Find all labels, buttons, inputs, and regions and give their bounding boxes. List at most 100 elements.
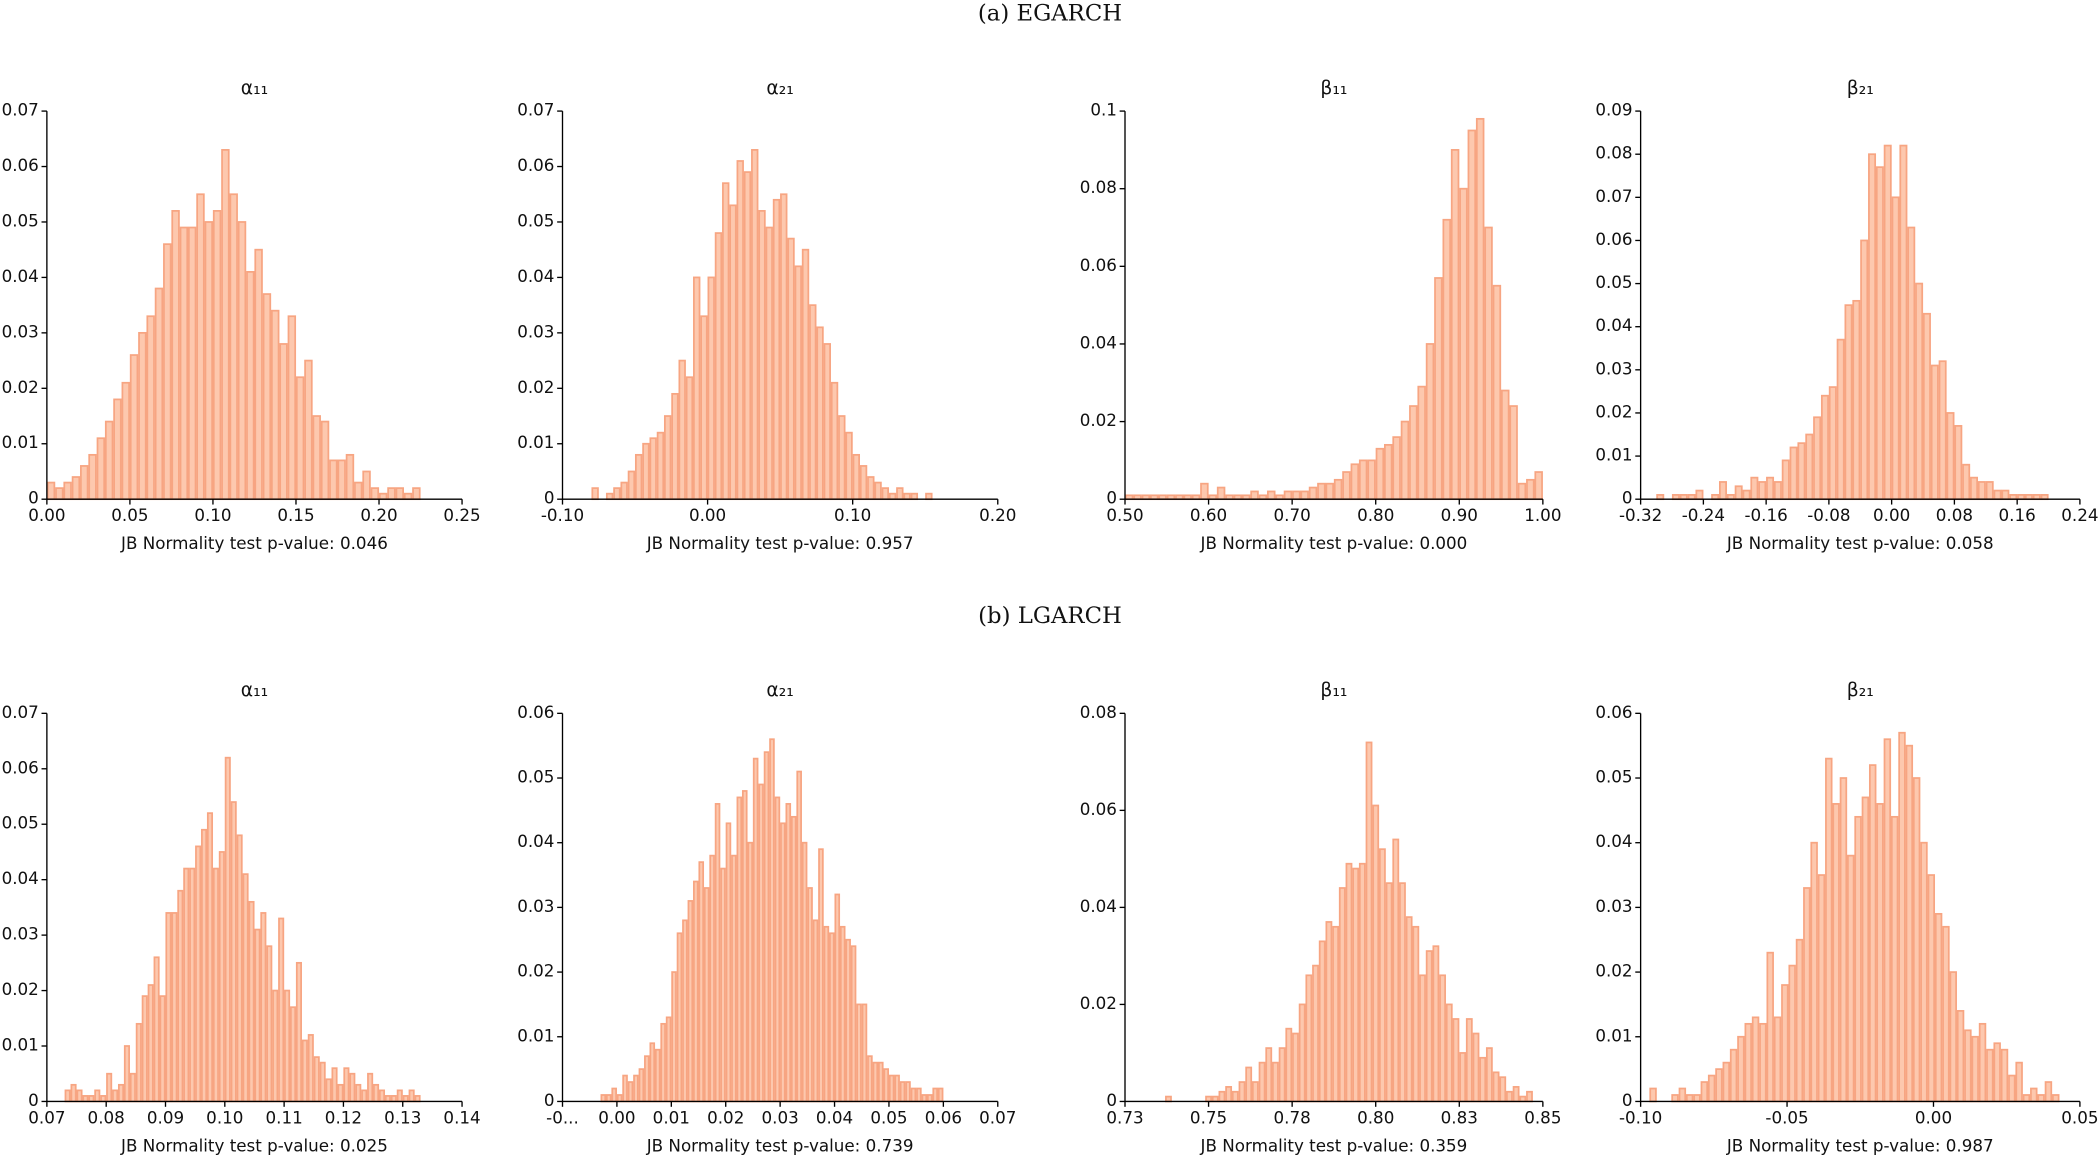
bar (1452, 1018, 1460, 1103)
bar (838, 415, 846, 501)
bar (1883, 738, 1892, 1103)
bar (1797, 442, 1806, 501)
bar (331, 1067, 338, 1103)
bar (1985, 481, 1994, 501)
bar (1693, 1094, 1701, 1103)
bar (591, 487, 599, 501)
x-axis-label: JB Normality test p-value: 0.739 (646, 1135, 914, 1155)
bar (1773, 481, 1782, 501)
bar (1737, 1035, 1745, 1103)
bar (772, 198, 781, 501)
bar (881, 487, 890, 501)
bar (1922, 312, 1931, 501)
bar (932, 1087, 938, 1103)
chart-title: β₁₁ (1320, 680, 1347, 701)
bar (916, 1087, 922, 1103)
bar (1781, 984, 1789, 1103)
bar (1258, 1061, 1266, 1103)
bar (218, 851, 225, 1103)
y-tick-label: 0.05 (517, 210, 554, 230)
bar (361, 1089, 368, 1103)
y-tick-label: 0.06 (517, 155, 554, 175)
bar (1400, 420, 1410, 501)
bar (295, 961, 302, 1103)
bar (1412, 925, 1420, 1103)
bar (613, 487, 621, 501)
x-tick-label: 0.03 (762, 1107, 799, 1127)
bar (230, 801, 237, 1103)
bar (1671, 1094, 1679, 1103)
x-tick-label: 0.05 (870, 1107, 907, 1127)
x-tick-label: 0.05 (111, 505, 148, 525)
bar (1439, 974, 1446, 1103)
bar (224, 756, 231, 1103)
bar (736, 796, 743, 1103)
section-title: (a) EGARCH (978, 1, 1122, 27)
bar (678, 359, 686, 501)
bar (682, 919, 688, 1103)
bar (278, 917, 285, 1103)
bar (1759, 1022, 1767, 1103)
bar (1766, 951, 1774, 1103)
x-tick-label: 0.13 (384, 1107, 421, 1127)
bar (634, 453, 643, 501)
y-tick-label: 0.06 (517, 702, 554, 722)
x-axis-label: JB Normality test p-value: 0.000 (1200, 533, 1468, 553)
bar (390, 1095, 397, 1103)
bar (70, 1083, 77, 1103)
bar (796, 770, 802, 1103)
bar (146, 315, 155, 501)
bar (741, 790, 748, 1103)
bar (195, 845, 202, 1103)
bar (395, 487, 404, 501)
bar (187, 226, 197, 501)
bar (1789, 446, 1798, 501)
bar (1860, 239, 1869, 501)
bar (403, 492, 413, 501)
x-tick-label: 0.07 (28, 1107, 65, 1127)
bar (1832, 803, 1840, 1103)
x-axis-label: JB Normality test p-value: 0.987 (1726, 1135, 1994, 1155)
bar (1766, 476, 1775, 501)
bar (780, 193, 788, 501)
x-axis-label: JB Normality test p-value: 0.058 (1726, 533, 1994, 553)
y-tick-label: 0 (28, 488, 39, 508)
bar (627, 470, 636, 501)
bar (1977, 481, 1986, 501)
bar (1971, 1035, 1979, 1103)
bar (926, 1094, 933, 1103)
bar (731, 854, 737, 1103)
x-tick-label: 0.83 (1441, 1107, 1478, 1127)
chart-title: α₁₁ (241, 680, 268, 701)
chart-title: α₂₁ (766, 680, 793, 701)
bar (1385, 882, 1393, 1103)
bar (1384, 443, 1393, 501)
x-tick-label: 0.75 (1190, 1107, 1227, 1127)
bar (129, 1072, 136, 1103)
y-tick-label: 0.08 (1080, 702, 1117, 722)
bar (80, 465, 89, 501)
y-tick-label: 0.04 (2, 868, 39, 888)
bar (1318, 940, 1326, 1103)
bar (1325, 482, 1334, 501)
bar (1685, 1094, 1694, 1103)
bar (1378, 848, 1386, 1103)
x-tick-label: 1.00 (1524, 505, 1561, 525)
y-tick-label: 0.08 (1080, 177, 1117, 197)
x-tick-label: -0.10 (541, 505, 584, 525)
bar (850, 945, 857, 1103)
bar (1292, 490, 1301, 501)
bar (319, 1061, 326, 1103)
bar (787, 237, 795, 501)
y-tick-label: 0.06 (1595, 229, 1632, 249)
bar (2037, 1094, 2045, 1103)
bar (100, 1095, 107, 1103)
bar (1492, 1071, 1500, 1103)
chart-title: α₁₁ (241, 78, 268, 99)
bar (55, 487, 64, 501)
bar (752, 757, 759, 1103)
bar (196, 193, 205, 501)
bar (823, 925, 830, 1103)
x-tick-label: 0.78 (1274, 1107, 1311, 1127)
y-tick-label: 0.06 (1080, 799, 1117, 819)
